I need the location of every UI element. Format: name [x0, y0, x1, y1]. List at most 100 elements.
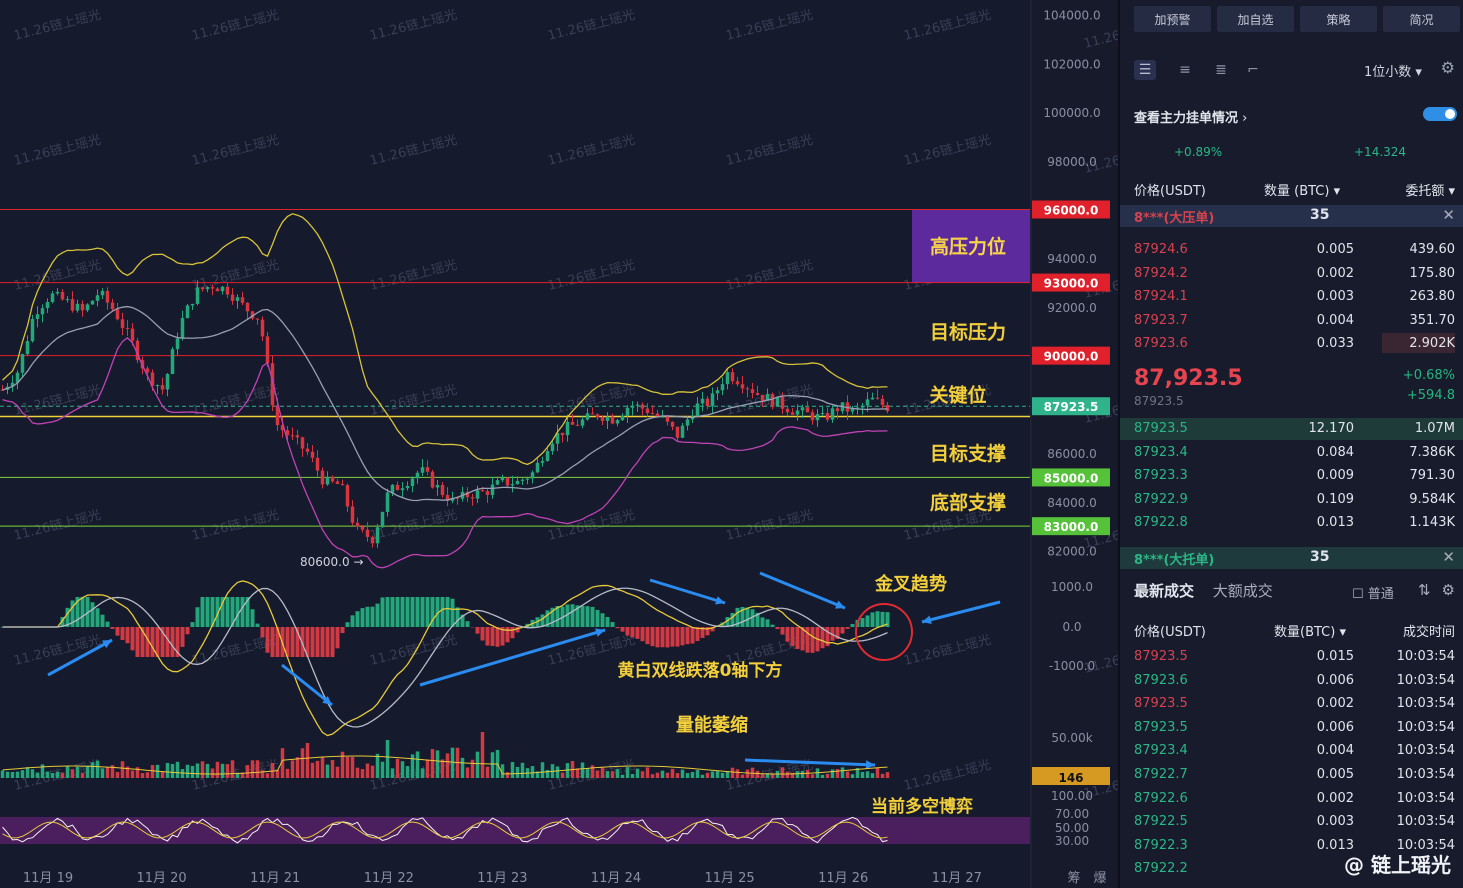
volume-bar: [880, 773, 885, 778]
x-tick-label: 11月 23: [477, 871, 527, 886]
macd-histogram-bar: [805, 627, 810, 653]
tab-latest-trades[interactable]: 最新成交: [1134, 582, 1195, 600]
macd-histogram-bar: [65, 607, 70, 627]
volume-bar: [530, 766, 535, 778]
depth-chart-icon[interactable]: ⌐: [1247, 62, 1259, 78]
header-qty[interactable]: 数量 (BTC) ▾: [1264, 184, 1341, 199]
chip-label: 筹: [1067, 870, 1080, 886]
macd-histogram-bar: [865, 615, 870, 627]
macd-histogram-bar: [550, 607, 555, 627]
candle-body: [380, 511, 385, 528]
candle-body: [715, 390, 720, 394]
macd-histogram-bar: [600, 613, 605, 627]
volume-bar: [670, 768, 675, 778]
macd-histogram-bar: [655, 627, 660, 648]
macd-histogram-bar: [695, 627, 700, 641]
volume-bar: [560, 772, 565, 778]
alert-button[interactable]: 加预警: [1134, 6, 1211, 32]
macd-histogram-bar: [860, 618, 865, 627]
ask-qty: 0.033: [1316, 336, 1354, 351]
candle-body: [250, 311, 255, 319]
macd-histogram-bar: [840, 627, 845, 634]
macd-histogram-bar: [440, 597, 445, 627]
macd-histogram-bar: [260, 627, 265, 638]
main-order-toggle[interactable]: [1423, 107, 1457, 121]
big-ask-banner[interactable]: 8***(大压单) 35 ✕: [1120, 205, 1463, 227]
candle-body: [70, 299, 75, 311]
candle-body: [555, 432, 560, 444]
gear-icon[interactable]: ⚙: [1440, 58, 1455, 77]
ask-price: 87923.7: [1134, 312, 1188, 328]
macd-histogram-bar: [645, 627, 650, 645]
macd-histogram-bar: [625, 627, 630, 636]
macd-histogram-bar: [285, 627, 290, 657]
volume-bar: [370, 765, 375, 778]
main-order-title[interactable]: 查看主力挂单情况: [1134, 111, 1239, 126]
y-tick-label: 92000.0: [1047, 301, 1097, 315]
close-icon[interactable]: ✕: [1442, 548, 1455, 566]
macd-histogram-bar: [835, 627, 840, 639]
macd-histogram-bar: [555, 606, 560, 627]
candle-body: [590, 413, 595, 415]
volume-bar: [740, 774, 745, 778]
macd-histogram-bar: [510, 627, 515, 639]
trade-header-qty[interactable]: 数量(BTC) ▾: [1274, 625, 1346, 640]
strategy-button[interactable]: 策略: [1300, 6, 1377, 32]
macd-histogram-bar: [735, 607, 740, 627]
volume-bar: [395, 758, 400, 778]
price-badge: [1032, 346, 1110, 365]
candle-body: [500, 477, 505, 481]
watchlist-button[interactable]: 加自选: [1217, 6, 1294, 32]
normal-filter[interactable]: ☐ 普通: [1352, 587, 1394, 602]
macd-histogram-bar: [540, 614, 545, 627]
candlestick-chart[interactable]: 11.26链上瑶光 11.26链上瑶光 11.26链上瑶光 11.26链上瑶光 11.2…: [0, 0, 1118, 888]
volume-bar: [95, 760, 100, 778]
volume-bar: [690, 772, 695, 778]
candle-body: [360, 526, 365, 530]
volume-bar: [825, 773, 830, 778]
candle-body: [665, 415, 670, 422]
filter-icon[interactable]: ⇅: [1418, 581, 1431, 599]
candle-body: [530, 472, 535, 479]
volume-bar: [250, 760, 255, 778]
candle-body: [650, 413, 655, 415]
volume-bar: [585, 768, 590, 778]
macd-histogram-bar: [745, 607, 750, 627]
y-tick-label: 82000.0: [1047, 545, 1097, 559]
candle-body: [175, 338, 180, 350]
tab-large-trades[interactable]: 大额成交: [1212, 582, 1273, 600]
volume-bar: [45, 771, 50, 778]
candle-body: [230, 294, 235, 301]
candle-body: [875, 397, 880, 399]
trade-price: 87923.4: [1134, 743, 1188, 759]
chart-area[interactable]: 11.26链上瑶光 11.26链上瑶光 11.26链上瑶光 11.26链上瑶光 11.2…: [0, 0, 1118, 888]
close-icon[interactable]: ✕: [1442, 206, 1455, 224]
depth-ask-icon[interactable]: ≡: [1179, 62, 1191, 78]
y-tick-label: 98000.0: [1047, 155, 1097, 169]
macd-histogram-bar: [850, 624, 855, 627]
candle-body: [475, 490, 480, 499]
macd-histogram-bar: [155, 627, 160, 657]
candle-body: [185, 305, 190, 319]
gear-icon[interactable]: ⚙: [1441, 581, 1455, 599]
volume-bar: [505, 772, 510, 778]
decimal-select[interactable]: 1位小数 ▾: [1364, 65, 1422, 80]
macd-histogram-bar: [575, 605, 580, 627]
header-total[interactable]: 委托额 ▾: [1405, 184, 1455, 199]
macd-histogram-bar: [755, 612, 760, 627]
depth-both-icon[interactable]: ☰: [1134, 60, 1156, 80]
candle-body: [300, 437, 305, 449]
big-bid-banner[interactable]: 8***(大托单) 35 ✕: [1120, 547, 1463, 569]
depth-bid-icon[interactable]: ≣: [1215, 62, 1227, 78]
last-price-sub: 87923.5: [1134, 394, 1184, 408]
overview-button[interactable]: 简况: [1383, 6, 1460, 32]
trend-arrow: [921, 600, 1001, 624]
macd-histogram-bar: [765, 619, 770, 627]
candle-body: [445, 494, 450, 501]
volume-bar: [280, 748, 285, 778]
candle-body: [220, 286, 225, 292]
volume-bar: [555, 766, 560, 778]
candle-body: [115, 309, 120, 320]
liquidation-label: 爆: [1093, 871, 1106, 886]
bid-total: 7.386K: [1409, 444, 1455, 460]
